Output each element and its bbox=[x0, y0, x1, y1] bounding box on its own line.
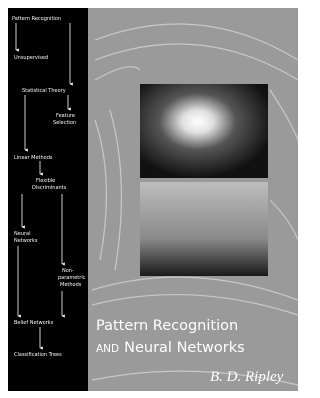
flowchart-strip bbox=[8, 8, 88, 391]
node-line: Neural bbox=[14, 231, 31, 237]
node-label: Pattern Recognition bbox=[12, 16, 61, 22]
node-line: parametric bbox=[58, 275, 86, 281]
grayscale-photo bbox=[140, 182, 268, 276]
node-line: Unsupervised bbox=[14, 55, 48, 61]
galaxy-photo bbox=[140, 84, 268, 178]
node-line: Non- bbox=[62, 268, 74, 274]
title-words: Neural Networks bbox=[124, 340, 245, 356]
node-line: Classification Trees bbox=[14, 352, 62, 358]
node-line: Pattern Recognition bbox=[12, 16, 61, 22]
title-conjunction: AND bbox=[96, 343, 119, 355]
node-label: Linear Methods bbox=[14, 155, 53, 161]
node-line: Flexible bbox=[36, 178, 55, 184]
title-line: AND Neural Networks bbox=[96, 340, 245, 356]
node-line: Feature bbox=[56, 113, 75, 119]
node-line: Selection bbox=[53, 120, 76, 126]
node-line: Statistical Theory bbox=[22, 88, 66, 94]
node-line: Methods bbox=[60, 282, 82, 288]
node-line: Discriminants bbox=[32, 185, 67, 191]
title-line: Pattern Recognition bbox=[96, 318, 238, 334]
node-label: Statistical Theory bbox=[22, 88, 66, 94]
node-line: Linear Methods bbox=[14, 155, 53, 161]
node-label: Unsupervised bbox=[14, 55, 48, 61]
node-label: Classification Trees bbox=[14, 352, 62, 358]
book-cover: Pattern Recognition Unsupervised Statist… bbox=[0, 0, 305, 398]
node-label: Belief Networks bbox=[14, 320, 54, 326]
node-line: Belief Networks bbox=[14, 320, 54, 326]
node-line: Networks bbox=[14, 238, 38, 244]
author-signature: B. D. Ripley bbox=[210, 369, 284, 385]
